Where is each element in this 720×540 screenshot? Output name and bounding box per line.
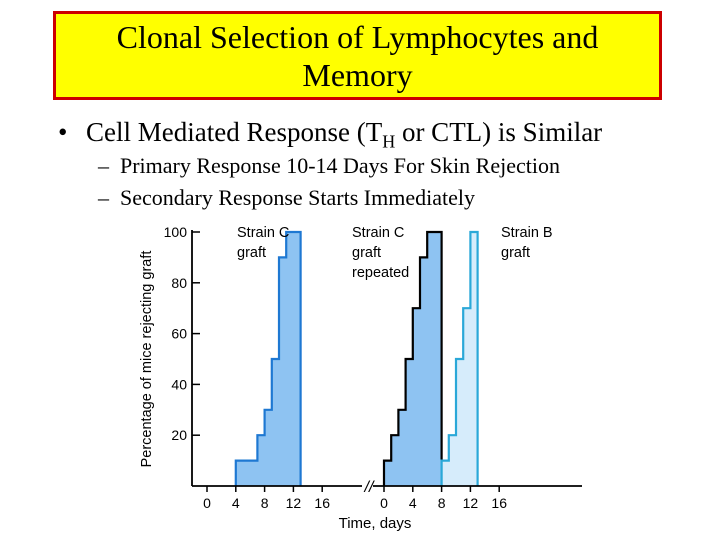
y-tick-label: 60 — [171, 326, 187, 342]
title-box: Clonal Selection of Lymphocytes and Memo… — [53, 11, 662, 100]
x-tick-label: 4 — [409, 495, 417, 511]
x-tick-label: 8 — [438, 495, 446, 511]
series-line-1 — [382, 230, 443, 486]
y-tick-label: 40 — [171, 376, 187, 392]
sub-bullet-marker: – — [98, 185, 109, 210]
x-axis-label: Time, days — [339, 515, 412, 532]
x-tick-label: 0 — [203, 495, 211, 511]
slide-title: Clonal Selection of Lymphocytes and Memo… — [116, 18, 599, 93]
y-tick-label: 20 — [171, 427, 187, 443]
x-tick-label: 12 — [286, 495, 302, 511]
sub-bullet-text: Secondary Response Starts Immediately — [120, 185, 475, 210]
x-tick-label: 8 — [261, 495, 269, 511]
series-line-2 — [440, 230, 479, 486]
sub-bullet-secondary: – Secondary Response Starts Immediately — [98, 185, 475, 211]
bullet-text-after: or CTL) is Similar — [395, 117, 603, 147]
sub-bullet-primary: – Primary Response 10-14 Days For Skin Re… — [98, 153, 560, 179]
main-bullet: • Cell Mediated Response (TH or CTL) is S… — [58, 117, 602, 152]
series-area-0 — [235, 232, 301, 486]
y-tick-label: 80 — [171, 275, 187, 291]
y-axis-label: Percentage of mice rejecting graft — [139, 251, 155, 468]
x-tick-label: 4 — [232, 495, 240, 511]
rejection-chart: 20 40 60 80 100 0 4 8 12 16 0 4 8 12 16 // Time, days Per… — [139, 224, 582, 532]
bullet-subscript: H — [382, 131, 396, 152]
axis-break: // — [364, 479, 375, 496]
sub-bullet-marker: – — [98, 153, 109, 178]
y-tick-label: 100 — [164, 224, 188, 240]
x-tick-label: 12 — [463, 495, 479, 511]
series-line-0 — [234, 230, 302, 486]
x-tick-label: 16 — [314, 495, 330, 511]
bullet-text-before: Cell Mediated Response (T — [86, 117, 383, 147]
x-tick-label: 0 — [380, 495, 388, 511]
sub-bullet-text: Primary Response 10-14 Days For Skin Rej… — [120, 153, 560, 178]
x-tick-label: 16 — [491, 495, 507, 511]
bullet-marker: • — [58, 117, 68, 147]
